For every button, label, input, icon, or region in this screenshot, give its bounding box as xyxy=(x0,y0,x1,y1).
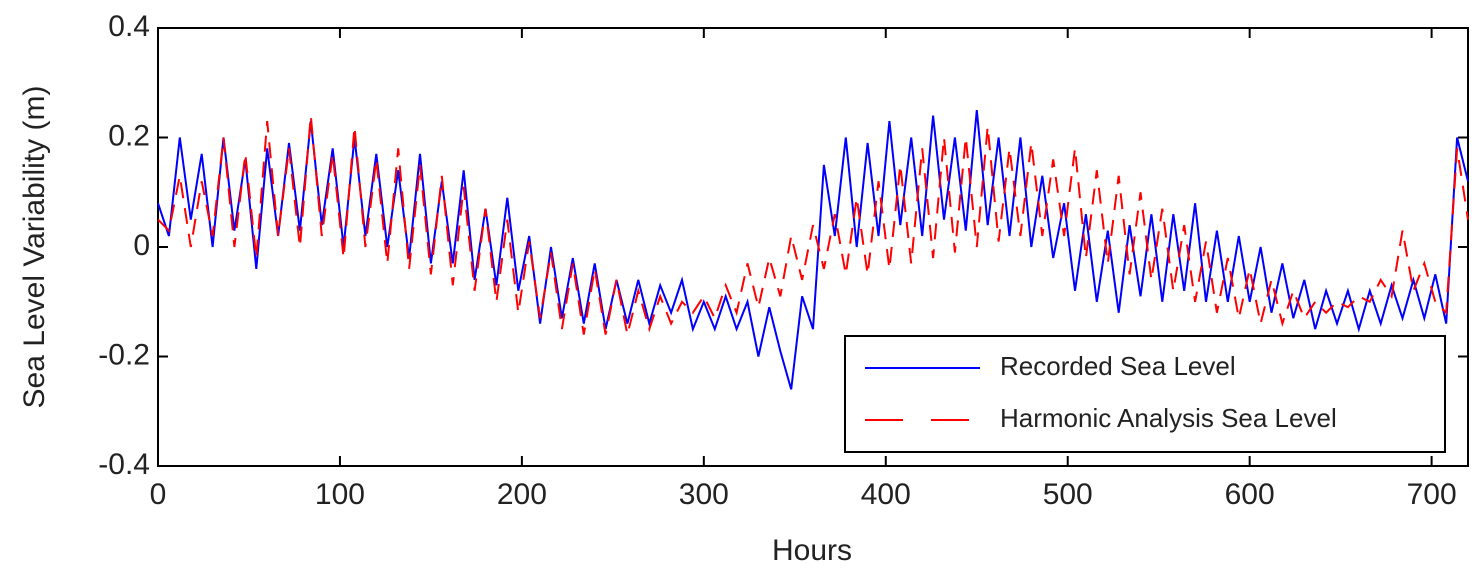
data-line xyxy=(157,110,1469,390)
y-tick-label: 0.2 xyxy=(108,119,150,152)
legend-label: Harmonic Analysis Sea Level xyxy=(1000,403,1337,433)
y-tick-label: 0 xyxy=(133,229,150,262)
y-tick-label: -0.2 xyxy=(98,338,150,371)
legend: Recorded Sea Level Harmonic Analysis Sea … xyxy=(844,335,1446,453)
x-tick-label: 300 xyxy=(679,478,729,511)
y-axis-label: Sea Level Variability (m) xyxy=(18,86,51,409)
data-line xyxy=(157,115,1469,335)
x-tick-label: 500 xyxy=(1043,478,1093,511)
y-tick-label: -0.4 xyxy=(98,448,150,481)
y-tick-label: 0.4 xyxy=(108,10,150,43)
x-tick-label: 200 xyxy=(497,478,547,511)
x-tick-label: 700 xyxy=(1407,478,1457,511)
x-tick-label: 0 xyxy=(150,478,167,511)
x-tick-label: 400 xyxy=(861,478,911,511)
legend-label: Recorded Sea Level xyxy=(1000,351,1236,381)
legend-box xyxy=(844,335,1446,453)
x-tick-label: 600 xyxy=(1225,478,1275,511)
x-axis-label: Hours xyxy=(772,534,852,567)
x-tick-label: 100 xyxy=(315,478,365,511)
